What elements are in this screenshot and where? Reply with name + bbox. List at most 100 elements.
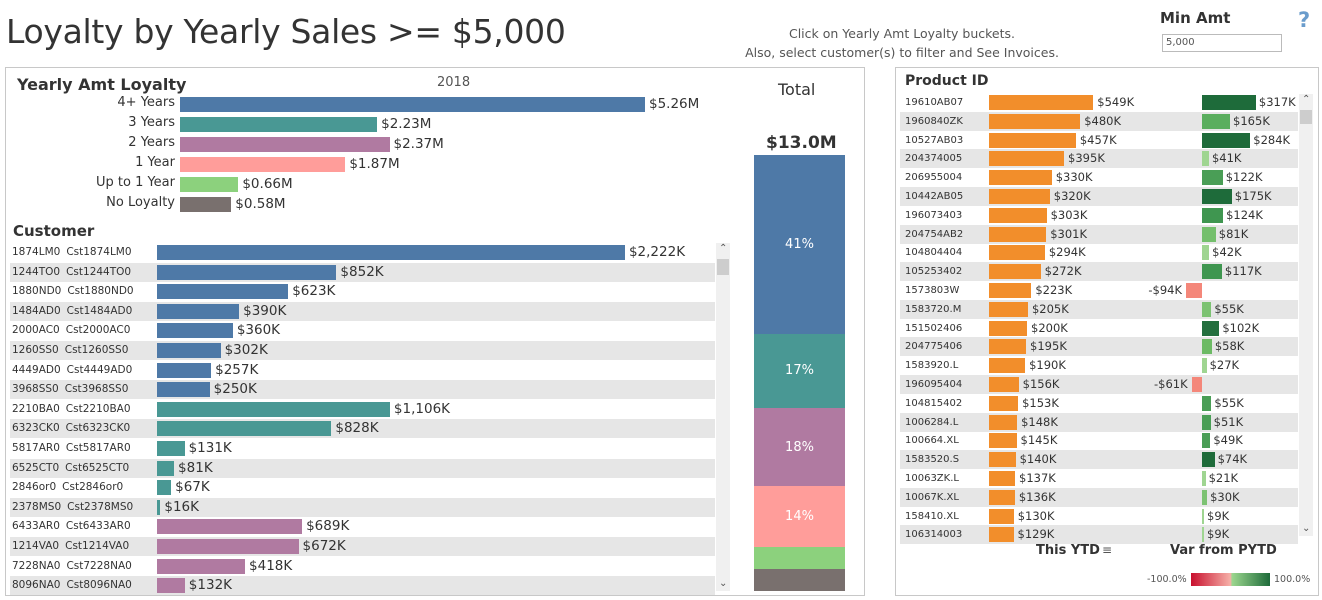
var-bar[interactable] <box>1186 283 1202 298</box>
var-bar[interactable] <box>1202 489 1208 505</box>
ytd-bar[interactable] <box>989 395 1019 411</box>
product-row[interactable]: 204754AB2 $301K $81K <box>900 224 1298 244</box>
var-bar[interactable] <box>1202 339 1212 355</box>
ytd-bar[interactable] <box>989 508 1014 524</box>
ytd-bar[interactable] <box>989 264 1041 280</box>
ytd-bar[interactable] <box>989 95 1094 110</box>
customer-bar[interactable] <box>157 303 240 319</box>
customer-bar[interactable] <box>157 480 172 496</box>
loyalty-bar[interactable] <box>180 97 645 112</box>
product-row[interactable]: 206955004 $330K $122K <box>900 168 1298 187</box>
help-icon[interactable]: ? <box>1298 8 1311 32</box>
product-row[interactable]: 196095404 $156K -$61K <box>900 375 1298 394</box>
customer-row[interactable]: 1214VA0 Cst1214VA0 $672K <box>10 537 715 556</box>
customer-row[interactable]: 6525CT0 Cst6525CT0 $81K <box>10 458 715 478</box>
ytd-bar[interactable] <box>989 377 1019 392</box>
var-bar[interactable] <box>1202 508 1204 524</box>
customer-row[interactable]: 2846or0 Cst2846or0 $67K <box>10 478 715 497</box>
total-segment[interactable]: 18% <box>754 407 845 487</box>
ytd-bar[interactable] <box>989 189 1050 204</box>
customer-row[interactable]: 6433AR0 Cst6433AR0 $689K <box>10 517 715 536</box>
customer-row[interactable]: 1880ND0 Cst1880ND0 $623K <box>10 282 715 301</box>
customer-row[interactable]: 1244TO0 Cst1244TO0 $852K <box>10 262 715 282</box>
var-bar[interactable] <box>1202 245 1210 261</box>
product-row[interactable]: 100664.XL $145K $49K <box>900 431 1298 450</box>
customer-bar[interactable] <box>157 421 332 437</box>
min-amt-input[interactable]: 5,000 <box>1162 34 1282 52</box>
product-row[interactable]: 1573803W $223K -$94K <box>900 281 1298 300</box>
customer-bar[interactable] <box>157 382 210 398</box>
product-row[interactable]: 106314003 $129K $9K <box>900 525 1298 545</box>
customer-bar[interactable] <box>157 460 175 476</box>
product-row[interactable]: 104815402 $153K $55K <box>900 394 1298 413</box>
var-bar[interactable] <box>1202 414 1211 430</box>
scroll-thumb[interactable] <box>717 259 729 275</box>
product-row[interactable]: 10063ZK.L $137K $21K <box>900 469 1298 488</box>
ytd-bar[interactable] <box>989 207 1047 223</box>
customer-row[interactable]: 1260SS0 Cst1260SS0 $302K <box>10 341 715 360</box>
loyalty-bar[interactable] <box>180 177 239 192</box>
customer-bar[interactable] <box>157 284 289 300</box>
scroll-up-icon[interactable]: ⌃ <box>1302 94 1311 105</box>
customer-bar[interactable] <box>157 343 221 358</box>
customer-row[interactable]: 1874LM0 Cst1874LM0 $2,222K <box>10 243 715 262</box>
customer-bar[interactable] <box>157 264 337 280</box>
ytd-bar[interactable] <box>989 113 1081 129</box>
ytd-bar[interactable] <box>989 320 1027 336</box>
customer-row[interactable]: 2210BA0 Cst2210BA0 $1,106K <box>10 400 715 419</box>
customer-scrollbar[interactable]: ⌃ ⌄ <box>716 243 730 591</box>
customer-row[interactable]: 3968SS0 Cst3968SS0 $250K <box>10 380 715 400</box>
scroll-thumb[interactable] <box>1300 110 1312 124</box>
ytd-bar[interactable] <box>989 226 1047 242</box>
ytd-bar[interactable] <box>989 358 1026 374</box>
customer-bar[interactable] <box>157 578 185 594</box>
ytd-bar[interactable] <box>989 283 1032 298</box>
total-segment[interactable]: 14% <box>754 486 845 548</box>
ytd-bar[interactable] <box>989 301 1028 317</box>
ytd-bar[interactable] <box>989 433 1017 449</box>
ytd-bar[interactable] <box>989 452 1016 468</box>
var-bar[interactable] <box>1202 151 1209 167</box>
product-row[interactable]: 10442AB05 $320K $175K <box>900 187 1298 206</box>
customer-row[interactable]: 2000AC0 Cst2000AC0 $360K <box>10 321 715 340</box>
var-bar[interactable] <box>1202 226 1216 242</box>
loyalty-label[interactable]: 3 Years <box>128 115 175 130</box>
product-row[interactable]: 204374005 $395K $41K <box>900 149 1298 169</box>
ytd-bar[interactable] <box>989 339 1027 355</box>
loyalty-label[interactable]: 2 Years <box>128 135 175 150</box>
ytd-bar[interactable] <box>989 489 1015 505</box>
customer-row[interactable]: 7228NA0 Cst7228NA0 $418K <box>10 557 715 576</box>
customer-bar[interactable] <box>157 323 233 339</box>
var-bar[interactable] <box>1202 264 1222 280</box>
var-bar[interactable] <box>1202 170 1223 186</box>
product-row[interactable]: 19610AB07 $549K $317K <box>900 93 1298 112</box>
loyalty-bar[interactable] <box>180 117 378 132</box>
customer-row[interactable]: 8096NA0 Cst8096NA0 $132K <box>10 576 715 596</box>
var-bar[interactable] <box>1202 433 1211 449</box>
customer-row[interactable]: 5817AR0 Cst5817AR0 $131K <box>10 439 715 458</box>
loyalty-label[interactable]: No Loyalty <box>106 195 175 210</box>
product-scrollbar[interactable]: ⌃ ⌄ <box>1299 94 1313 536</box>
var-bar[interactable] <box>1202 95 1256 110</box>
customer-bar[interactable] <box>157 519 303 535</box>
customer-bar[interactable] <box>157 401 390 417</box>
var-bar[interactable] <box>1202 320 1220 336</box>
product-row[interactable]: 196073403 $303K $124K <box>900 206 1298 225</box>
scroll-down-icon[interactable]: ⌄ <box>1302 523 1311 534</box>
scroll-up-icon[interactable]: ⌃ <box>719 243 728 254</box>
ytd-bar[interactable] <box>989 414 1018 430</box>
product-row[interactable]: 151502406 $200K $102K <box>900 319 1298 338</box>
product-row[interactable]: 1583920.L $190K $27K <box>900 356 1298 375</box>
ytd-bar[interactable] <box>989 170 1052 186</box>
total-segment[interactable]: 41% <box>754 155 845 334</box>
total-segment[interactable] <box>754 547 845 570</box>
loyalty-label[interactable]: 4+ Years <box>117 95 175 110</box>
var-bar[interactable] <box>1202 527 1204 543</box>
product-row[interactable]: 10527AB03 $457K $284K <box>900 131 1298 150</box>
product-row[interactable]: 1583520.S $140K $74K <box>900 450 1298 470</box>
customer-bar[interactable] <box>157 362 212 378</box>
product-row[interactable]: 1960840ZK $480K $165K <box>900 111 1298 131</box>
ytd-bar[interactable] <box>989 245 1045 261</box>
customer-bar[interactable] <box>157 539 299 554</box>
var-bar[interactable] <box>1202 132 1251 148</box>
